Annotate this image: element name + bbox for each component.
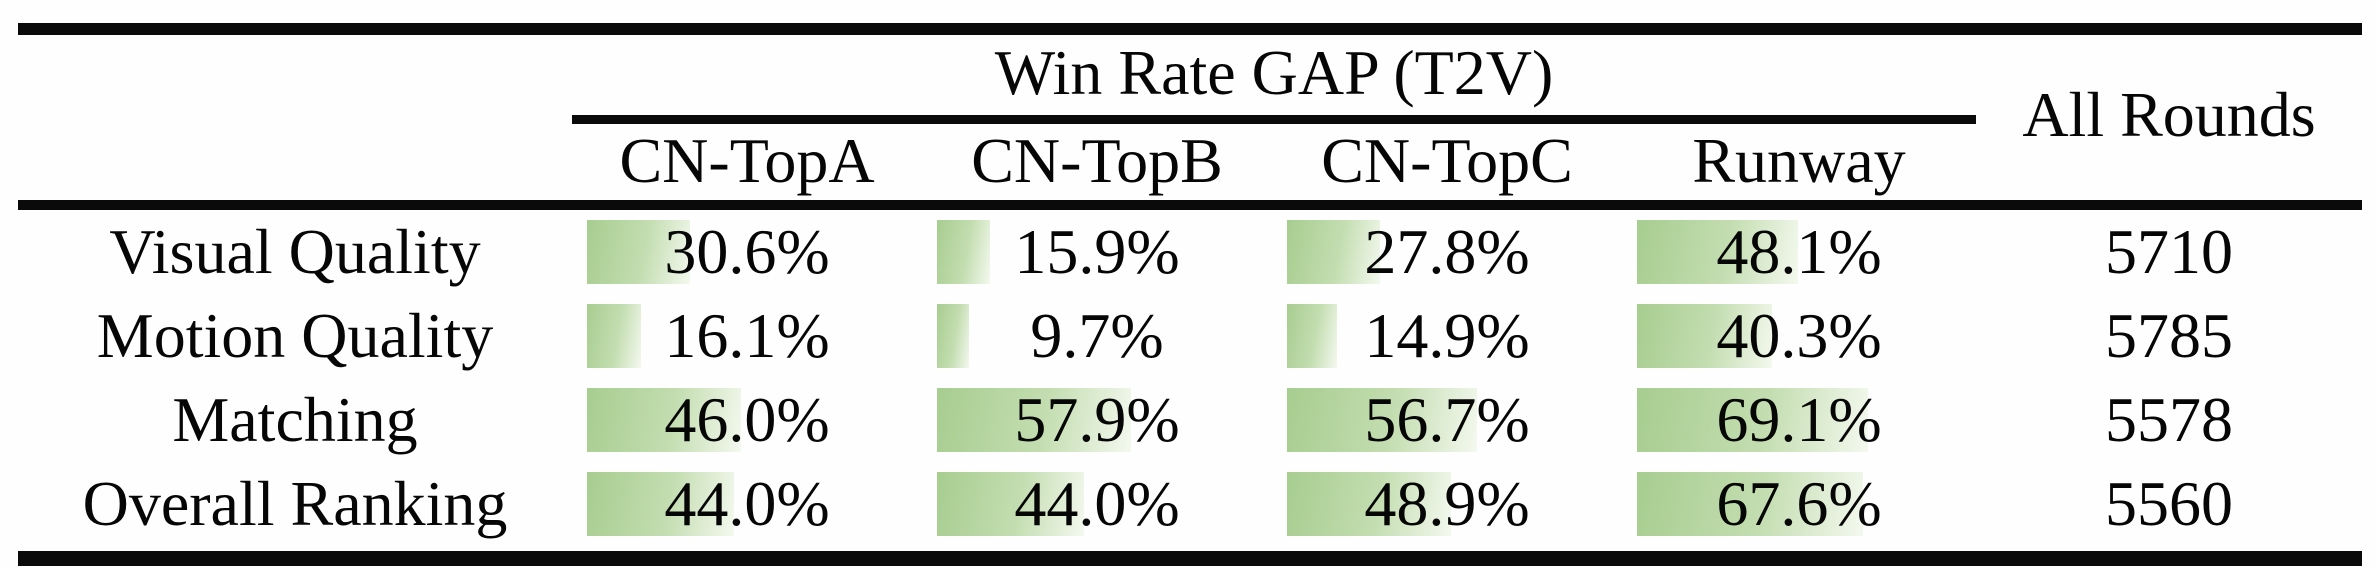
win-rate-cell-cn-topc-overall-ranking: 48.9% [1272,462,1622,546]
win-rate-value: 48.9% [1364,468,1530,539]
all-rounds-cell-matching: 5578 [2105,384,2233,455]
table-title: Win Rate GAP (T2V) [994,36,1554,108]
win-rate-value: 57.9% [1014,384,1180,455]
row-label-matching: Matching [172,384,418,455]
all-rounds-cell-visual-quality: 5710 [2105,216,2233,287]
win-rate-cell-cn-topa-overall-ranking: 44.0% [572,462,922,546]
win-rate-bar [937,388,1131,452]
win-rate-value: 30.6% [664,216,830,287]
win-rate-bar [1637,472,1863,536]
win-rate-value: 16.1% [664,300,830,371]
win-rate-bar [1287,388,1477,452]
win-rate-value: 40.3% [1716,300,1882,371]
win-rate-cell-cn-topb-motion-quality: 9.7% [922,294,1272,378]
win-rate-cell-cn-topb-visual-quality: 15.9% [922,210,1272,294]
all-rounds-cell-overall-ranking: 5560 [2105,468,2233,539]
win-rate-bar [587,220,690,284]
column-header-cn-topa: CN-TopA [619,125,875,196]
win-rate-value: 14.9% [1364,300,1530,371]
win-rate-cell-cn-topc-visual-quality: 27.8% [1272,210,1622,294]
win-rate-value: 46.0% [664,384,830,455]
win-rate-value: 69.1% [1716,384,1882,455]
column-header-cn-topc: CN-TopC [1321,125,1573,196]
top-rule [18,23,2362,35]
win-rate-bar [587,472,734,536]
win-rate-bar [1637,220,1798,284]
win-rate-cell-cn-topc-motion-quality: 14.9% [1272,294,1622,378]
win-rate-cell-cn-topa-visual-quality: 30.6% [572,210,922,294]
win-rate-bar [1637,388,1868,452]
win-rate-value: 15.9% [1014,216,1180,287]
win-rate-cell-cn-topb-overall-ranking: 44.0% [922,462,1272,546]
win-rate-value: 44.0% [664,468,830,539]
win-rate-bar [937,220,990,284]
win-rate-bar [587,388,741,452]
column-header-runway: Runway [1692,125,1906,196]
row-label-overall-ranking: Overall Ranking [82,468,508,539]
win-rate-bar [587,304,641,368]
column-header-cn-topb: CN-TopB [971,125,1223,196]
bottom-rule [18,551,2362,566]
win-rate-cell-cn-topb-matching: 57.9% [922,378,1272,462]
all-rounds-header: All Rounds [2022,79,2316,150]
row-label-visual-quality: Visual Quality [109,216,481,287]
win-rate-value: 9.7% [1030,300,1164,371]
win-rate-cell-cn-topa-matching: 46.0% [572,378,922,462]
win-rate-value: 56.7% [1364,384,1530,455]
win-rate-cell-cn-topc-matching: 56.7% [1272,378,1622,462]
cmid-rule [572,115,1976,124]
win-rate-cell-runway-matching: 69.1% [1622,378,1976,462]
win-rate-bar [937,472,1084,536]
win-rate-bar [1287,220,1380,284]
win-rate-cell-runway-motion-quality: 40.3% [1622,294,1976,378]
win-rate-bar [1637,304,1772,368]
win-rate-bar [1287,304,1337,368]
mid-rule [18,200,2362,210]
win-rate-value: 48.1% [1716,216,1882,287]
win-rate-value: 44.0% [1014,468,1180,539]
win-rate-bar [1287,472,1451,536]
win-rate-value: 67.6% [1716,468,1882,539]
win-rate-value: 27.8% [1364,216,1530,287]
all-rounds-cell-motion-quality: 5785 [2105,300,2233,371]
win-rate-bar [937,304,969,368]
row-label-motion-quality: Motion Quality [96,300,494,371]
win-rate-cell-runway-visual-quality: 48.1% [1622,210,1976,294]
win-rate-cell-runway-overall-ranking: 67.6% [1622,462,1976,546]
win-rate-cell-cn-topa-motion-quality: 16.1% [572,294,922,378]
